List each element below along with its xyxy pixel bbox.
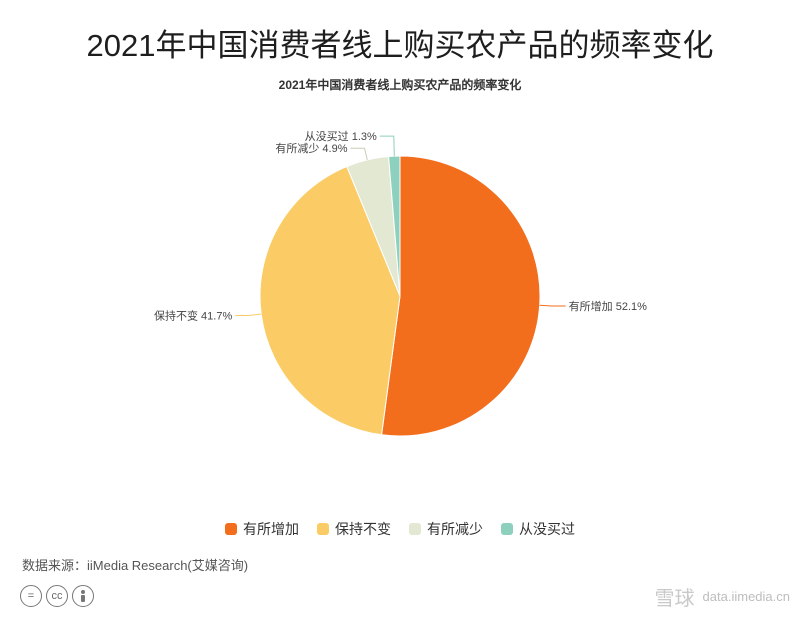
leader-line xyxy=(379,135,395,157)
legend-label: 有所增加 xyxy=(243,521,299,537)
chart-subtitle: 2021年中国消费者线上购买农产品的频率变化 xyxy=(278,78,522,92)
leader-line xyxy=(350,147,368,160)
legend-item-never[interactable]: 从没买过 xyxy=(501,519,575,539)
data-label: 从没买过 1.3% xyxy=(305,130,377,143)
legend-label: 保持不变 xyxy=(335,521,391,537)
cc-icon: cc xyxy=(46,585,68,607)
person-icon xyxy=(72,585,94,607)
legend-item-same[interactable]: 保持不变 xyxy=(317,519,391,539)
legend-swatch xyxy=(501,523,513,535)
legend-label: 从没买过 xyxy=(519,521,575,537)
page-title: 2021年中国消费者线上购买农产品的频率变化 xyxy=(86,28,714,63)
watermark-url: data.iimedia.cn xyxy=(702,589,790,604)
data-source: 数据来源：iiMedia Research(艾媒咨询) xyxy=(22,558,249,573)
chart-legend: 有所增加 保持不变 有所减少 从没买过 xyxy=(0,519,800,539)
watermark-text: 雪球 xyxy=(654,588,695,610)
legend-swatch xyxy=(225,523,237,535)
leader-line xyxy=(235,313,262,317)
pie-slice[interactable] xyxy=(381,155,541,437)
license-icons: = cc xyxy=(20,585,94,607)
pie-slice[interactable] xyxy=(388,155,401,297)
legend-label: 有所减少 xyxy=(427,521,483,537)
data-label: 有所增加 52.1% xyxy=(569,299,647,313)
leader-line xyxy=(539,304,566,307)
legend-swatch xyxy=(409,523,421,535)
legend-swatch xyxy=(317,523,329,535)
watermark: 雪球 data.iimedia.cn xyxy=(655,582,790,611)
legend-item-decrease[interactable]: 有所减少 xyxy=(409,519,483,539)
legend-item-increase[interactable]: 有所增加 xyxy=(225,519,299,539)
data-label: 有所减少 4.9% xyxy=(275,141,347,155)
equals-icon: = xyxy=(20,585,42,607)
data-label: 保持不变 41.7% xyxy=(154,309,232,323)
